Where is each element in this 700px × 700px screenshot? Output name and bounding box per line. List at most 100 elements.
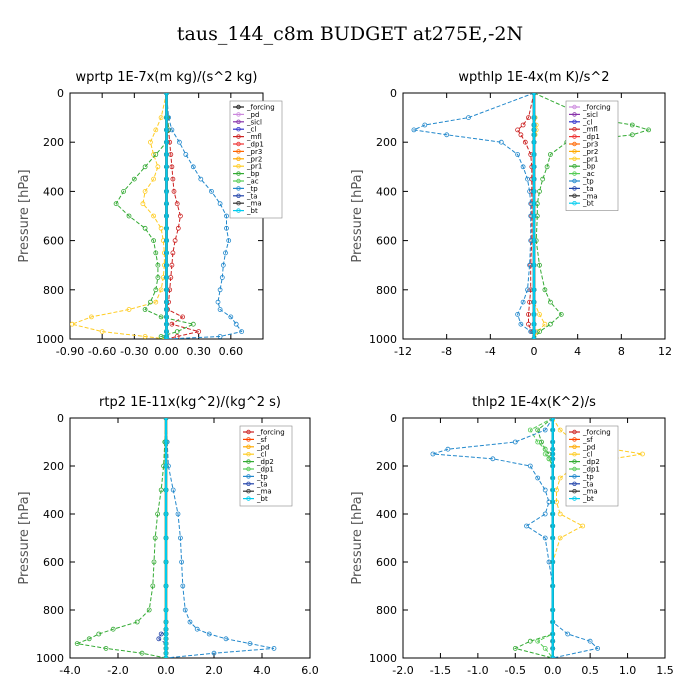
data-point [160, 238, 166, 244]
data-point [550, 559, 556, 565]
y-tick-label: 400 [376, 508, 397, 521]
data-point [164, 176, 169, 182]
data-point [113, 201, 119, 207]
legend: _forcing_sf_pd_cl_dp2_dp1_tp_ta_ma_bt [565, 425, 619, 507]
data-point [209, 188, 214, 194]
data-point [175, 225, 181, 231]
data-point [164, 225, 169, 231]
data-point [422, 122, 428, 128]
legend-label: _forcing [582, 429, 611, 437]
legend-label: _tp [256, 473, 268, 481]
data-point [550, 638, 556, 644]
x-tick-label: -4 [485, 345, 496, 358]
data-point [550, 463, 556, 469]
legend-marker [236, 208, 241, 213]
data-point [151, 176, 157, 182]
series-line-tp [432, 418, 599, 658]
legend-label: _tp [582, 178, 594, 186]
data-point [151, 238, 157, 244]
legend-label: _cl [256, 451, 266, 459]
data-point [531, 336, 537, 339]
y-axis-label: Pressure [hPa] [350, 491, 365, 584]
legend-label: _cl [582, 451, 592, 459]
legend-marker [572, 112, 577, 117]
data-point [550, 499, 556, 505]
x-tick-label: -2.0 [392, 664, 413, 677]
data-point [444, 132, 450, 138]
x-tick-label: 0.30 [186, 345, 211, 358]
legend-label: _bt [256, 495, 268, 503]
data-point [164, 213, 169, 219]
x-tick-label: 1.0 [619, 664, 637, 677]
data-point [531, 329, 537, 335]
x-tick-label: 6.0 [301, 664, 319, 677]
y-tick-label: 200 [376, 460, 397, 473]
data-point [537, 188, 542, 194]
legend-marker [246, 437, 251, 442]
data-point [535, 638, 541, 644]
data-point [163, 626, 169, 632]
x-tick-label: -0.60 [88, 345, 116, 358]
legend-label: _ta [582, 480, 594, 488]
data-point [525, 176, 530, 182]
x-tick-label: -1.5 [430, 664, 451, 677]
panel-title: thlp2 1E-4x(K^2)/s [472, 395, 596, 410]
data-point [99, 329, 105, 335]
data-point [217, 307, 223, 312]
data-point [153, 299, 159, 305]
y-tick-label: 200 [43, 460, 64, 473]
data-point [531, 93, 537, 96]
y-tick-label: 1000 [36, 652, 64, 665]
series-line-bp [115, 93, 195, 339]
data-point [153, 287, 159, 293]
y-tick-label: 800 [43, 284, 64, 297]
data-point [167, 139, 173, 145]
chart-panel-4: thlp2 1E-4x(K^2)/s Pressure [hPa] -2.0 -1.5… [350, 395, 674, 677]
data-point [537, 311, 542, 317]
data-point [512, 439, 518, 445]
data-point [531, 152, 537, 157]
data-point [152, 535, 158, 541]
data-point [550, 446, 556, 452]
data-point [542, 427, 548, 433]
data-point [518, 132, 524, 138]
data-point [531, 238, 537, 244]
data-point [629, 122, 635, 128]
legend-label: _dp1 [582, 133, 600, 141]
y-tick-label: 400 [376, 185, 397, 198]
data-point [537, 329, 542, 335]
data-point [526, 311, 531, 317]
data-point [550, 655, 556, 658]
data-point [155, 275, 161, 280]
y-tick-label: 200 [43, 136, 64, 149]
y-axis-label: Pressure [hPa] [17, 169, 32, 262]
data-point [153, 152, 159, 157]
legend-marker [236, 200, 241, 206]
data-point [531, 262, 537, 268]
data-point [163, 607, 169, 613]
data-point [550, 535, 556, 541]
data-point [163, 559, 169, 565]
data-point [528, 213, 534, 219]
legend-marker [572, 134, 577, 139]
data-point [531, 127, 537, 133]
data-point [179, 559, 185, 565]
legend-label: _pr1 [582, 155, 598, 163]
data-point [223, 250, 228, 256]
legend-label: _pr2 [582, 148, 598, 156]
data-point [540, 176, 546, 182]
legend-label: _dp1 [582, 466, 600, 474]
data-point [164, 250, 169, 256]
data-point [528, 201, 534, 207]
data-point [531, 132, 537, 138]
legend-marker [572, 141, 577, 147]
data-point [190, 164, 196, 170]
data-point [215, 299, 221, 305]
data-point [131, 176, 137, 182]
data-point [558, 311, 564, 317]
x-tick-label: 0.5 [581, 664, 599, 677]
series-line-cl [552, 418, 643, 658]
data-point [163, 641, 169, 646]
data-point [534, 213, 540, 219]
x-tick-label: 4 [574, 345, 581, 358]
